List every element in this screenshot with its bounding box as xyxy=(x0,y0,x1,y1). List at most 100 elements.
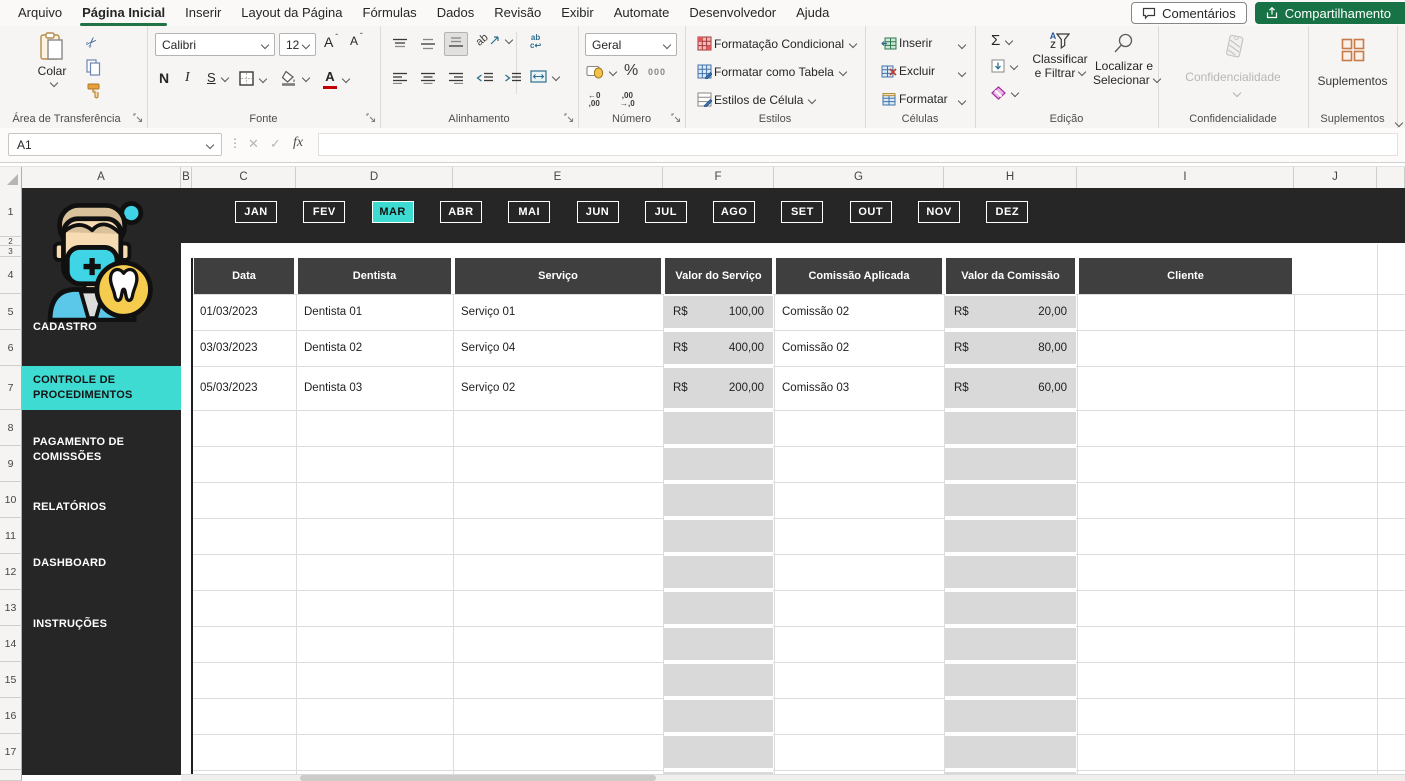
format-as-table-chevron[interactable] xyxy=(838,67,848,76)
cell[interactable]: Serviço 02 xyxy=(461,382,516,394)
month-tab-fev[interactable]: FEV xyxy=(303,201,346,223)
row-header-1[interactable]: 1 xyxy=(0,188,22,237)
sidebar-item-cadastro[interactable]: CADASTRO xyxy=(33,320,97,333)
accounting-format-button[interactable] xyxy=(586,64,618,79)
autosum-chevron[interactable] xyxy=(1005,36,1014,45)
align-center-icon[interactable] xyxy=(420,72,436,84)
italic-button[interactable]: I xyxy=(185,70,190,86)
row-header-partial[interactable] xyxy=(0,770,22,781)
wrap-text-button[interactable]: ab c↩ xyxy=(530,34,541,50)
conditional-formatting-chevron[interactable] xyxy=(848,39,858,48)
column-header-I[interactable]: I xyxy=(1077,167,1294,188)
menu-tab-página-inicial[interactable]: Página Inicial xyxy=(72,1,175,26)
cell[interactable]: Comissão 02 xyxy=(782,342,850,354)
formula-input[interactable] xyxy=(318,133,1398,156)
conditional-formatting-button[interactable]: Formatação Condicional xyxy=(697,36,858,51)
cut-icon[interactable]: ✂ xyxy=(81,32,102,52)
bold-button[interactable]: N xyxy=(159,70,169,86)
number-dialog-launcher[interactable] xyxy=(671,113,681,123)
cell-styles-button[interactable]: Estilos de Célula xyxy=(697,92,817,107)
borders-chevron[interactable] xyxy=(258,74,268,83)
month-tab-ago[interactable]: AGO xyxy=(713,201,756,223)
month-tab-mar[interactable]: MAR xyxy=(371,201,414,223)
formula-bar-divider[interactable]: ⋮ xyxy=(229,136,241,150)
font-color-chevron[interactable] xyxy=(341,74,351,83)
cell-value[interactable]: 60,00 xyxy=(1038,382,1067,394)
menu-tab-ajuda[interactable]: Ajuda xyxy=(796,4,830,20)
cell[interactable]: 05/03/2023 xyxy=(200,382,258,394)
comments-button[interactable]: Comentários xyxy=(1131,2,1247,24)
value-cell[interactable] xyxy=(945,484,1076,516)
fill-color-chevron[interactable] xyxy=(301,73,311,83)
share-button[interactable]: Compartilhamento xyxy=(1254,2,1405,24)
horizontal-scrollbar-thumb[interactable] xyxy=(300,775,656,781)
value-cell[interactable] xyxy=(945,368,1076,408)
insert-cells-button[interactable]: Inserir xyxy=(881,36,932,50)
sidebar-item-controle-de-procedimentos[interactable]: CONTROLE DE PROCEDIMENTOS xyxy=(22,366,181,410)
value-cell[interactable] xyxy=(664,628,773,660)
underline-button[interactable]: S xyxy=(207,70,229,85)
month-tab-nov[interactable]: NOV xyxy=(918,201,960,223)
paste-dropdown-chevron[interactable] xyxy=(49,78,59,88)
copy-icon[interactable] xyxy=(86,59,101,76)
insert-cells-chevron[interactable] xyxy=(957,40,967,50)
row-header-6[interactable]: 6 xyxy=(0,330,22,366)
menu-tab-layout-da-página[interactable]: Layout da Página xyxy=(241,4,343,20)
menu-tab-arquivo[interactable]: Arquivo xyxy=(18,4,63,20)
column-header-J[interactable]: J xyxy=(1294,167,1377,188)
row-header-15[interactable]: 15 xyxy=(0,662,22,698)
borders-button[interactable] xyxy=(239,71,268,86)
sidebar-item-instruções[interactable]: INSTRUÇÕES xyxy=(33,617,108,630)
cell-styles-chevron[interactable] xyxy=(808,95,817,104)
value-cell[interactable] xyxy=(945,332,1076,364)
cell-value[interactable]: 20,00 xyxy=(1038,306,1067,318)
cell-value[interactable]: 200,00 xyxy=(728,382,764,394)
align-right-icon[interactable] xyxy=(448,72,464,84)
row-header-11[interactable]: 11 xyxy=(0,518,22,554)
percent-style-button[interactable]: % xyxy=(624,62,639,79)
menu-tab-desenvolvedor[interactable]: Desenvolvedor xyxy=(689,4,777,20)
format-cells-button[interactable]: Formatar xyxy=(881,92,948,106)
cell[interactable]: 03/03/2023 xyxy=(200,342,258,354)
increase-indent-icon[interactable] xyxy=(504,72,522,84)
row-header-7[interactable]: 7 xyxy=(0,366,22,410)
enter-icon[interactable]: ✓ xyxy=(270,136,281,151)
value-cell[interactable] xyxy=(945,736,1076,768)
value-cell[interactable] xyxy=(664,520,773,552)
value-cell[interactable] xyxy=(945,592,1076,624)
format-as-table-button[interactable]: Formatar como Tabela xyxy=(697,64,848,79)
row-header-10[interactable]: 10 xyxy=(0,482,22,518)
cell-value[interactable]: 80,00 xyxy=(1038,342,1067,354)
comma-style-button[interactable]: 000 xyxy=(648,67,667,77)
font-family-select[interactable]: Calibri xyxy=(155,33,275,56)
format-painter-icon[interactable] xyxy=(86,83,102,99)
font-color-button[interactable]: A xyxy=(323,68,351,89)
clipboard-dialog-launcher[interactable] xyxy=(133,113,143,123)
value-cell[interactable] xyxy=(945,700,1076,732)
value-cell[interactable] xyxy=(945,412,1076,444)
month-tab-abr[interactable]: ABR xyxy=(439,201,482,223)
month-tab-dez[interactable]: DEZ xyxy=(986,201,1029,223)
fill-color-button[interactable] xyxy=(281,70,311,86)
alignment-dialog-launcher[interactable] xyxy=(564,113,574,123)
merge-center-button[interactable] xyxy=(530,70,561,83)
cell[interactable]: Serviço 04 xyxy=(461,342,516,354)
value-cell[interactable] xyxy=(945,628,1076,660)
row-header-16[interactable]: 16 xyxy=(0,698,22,734)
name-box[interactable]: A1 xyxy=(8,133,222,156)
cell[interactable]: Comissão 02 xyxy=(782,306,850,318)
align-middle-icon[interactable] xyxy=(420,38,436,50)
menu-tab-fórmulas[interactable]: Fórmulas xyxy=(362,4,417,20)
cell[interactable]: Dentista 01 xyxy=(304,306,363,318)
column-header-E[interactable]: E xyxy=(453,167,663,188)
row-header-2[interactable]: 2 xyxy=(0,237,22,246)
number-format-select[interactable]: Geral xyxy=(585,33,677,56)
font-dialog-launcher[interactable] xyxy=(366,113,376,123)
row-header-9[interactable]: 9 xyxy=(0,446,22,482)
month-tab-mai[interactable]: MAI xyxy=(508,201,551,223)
month-tab-out[interactable]: OUT xyxy=(849,201,892,223)
column-header-A[interactable]: A xyxy=(22,167,181,188)
value-cell[interactable] xyxy=(945,448,1076,480)
autosum-button[interactable]: Σ xyxy=(991,32,1014,49)
